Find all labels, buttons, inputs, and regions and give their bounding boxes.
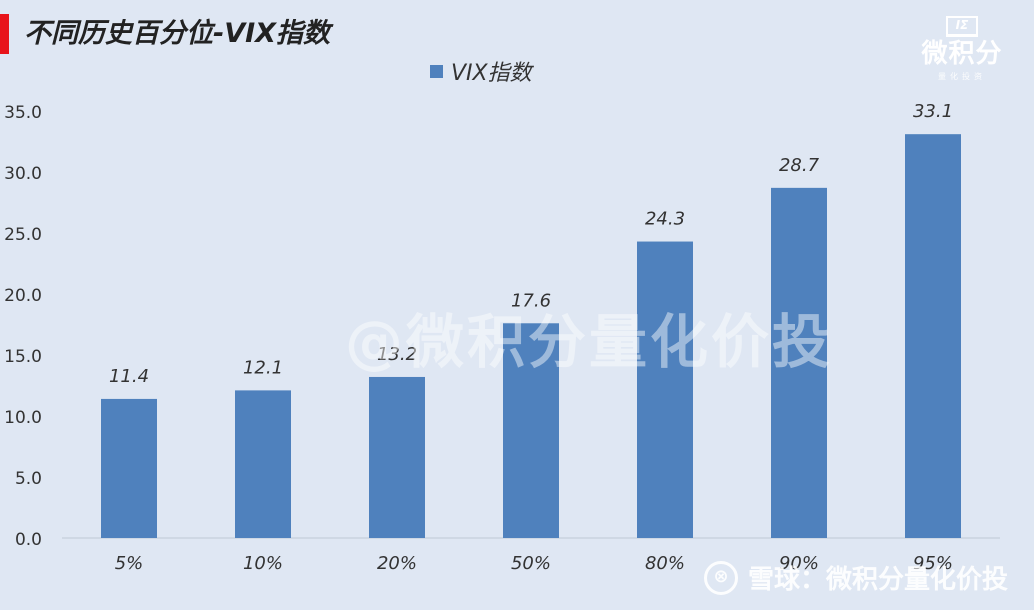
x-tick-label: 95% bbox=[913, 553, 953, 574]
bar bbox=[637, 241, 693, 539]
data-label: 13.2 bbox=[377, 344, 417, 365]
legend-swatch bbox=[430, 64, 443, 78]
logo-mark-icon: IΣ bbox=[946, 16, 978, 37]
y-tick-label: 25.0 bbox=[4, 225, 42, 245]
bar bbox=[905, 134, 961, 538]
chart-title: 不同历史百分位-VIX指数 bbox=[24, 18, 330, 49]
brand-logo: IΣ 微积分 量化投资 bbox=[902, 14, 1022, 82]
x-tick-label: 20% bbox=[377, 553, 417, 574]
y-tick-label: 5.0 bbox=[15, 469, 42, 489]
bar bbox=[101, 398, 157, 538]
x-tick-label: 10% bbox=[243, 553, 283, 574]
bar bbox=[235, 390, 291, 538]
title-accent-bar bbox=[0, 14, 9, 54]
y-tick-label: 10.0 bbox=[4, 408, 42, 428]
footer-watermark-text: 雪球：微积分量化价投 bbox=[747, 565, 1008, 595]
y-tick-label: 35.0 bbox=[4, 103, 42, 123]
snowball-icon: ⊗ bbox=[703, 560, 738, 595]
y-tick-label: 30.0 bbox=[4, 164, 42, 184]
data-label: 12.1 bbox=[243, 357, 283, 378]
bar bbox=[369, 376, 425, 538]
y-tick-label: 0.0 bbox=[15, 530, 42, 550]
data-label: 11.4 bbox=[109, 366, 149, 387]
x-tick-label: 90% bbox=[779, 553, 819, 574]
y-tick-label: 15.0 bbox=[4, 347, 42, 367]
logo-subtext: 量化投资 bbox=[938, 72, 986, 81]
footer-watermark: ⊗ 雪球：微积分量化价投 bbox=[703, 559, 1008, 596]
legend-label: VIX指数 bbox=[451, 61, 532, 86]
x-tick-label: 50% bbox=[511, 553, 551, 574]
bar bbox=[771, 187, 827, 539]
center-watermark: @微积分量化价投 bbox=[345, 308, 834, 376]
data-label: 17.6 bbox=[511, 290, 551, 311]
y-tick-label: 20.0 bbox=[4, 286, 42, 306]
data-label: 28.7 bbox=[779, 155, 820, 176]
data-label: 33.1 bbox=[913, 101, 953, 122]
data-label: 24.3 bbox=[645, 209, 685, 230]
x-tick-label: 5% bbox=[115, 553, 144, 574]
bar bbox=[503, 323, 559, 538]
logo-text: 微积分 bbox=[921, 39, 1003, 69]
chart-legend: VIX指数 bbox=[430, 58, 532, 86]
x-tick-label: 80% bbox=[645, 553, 685, 574]
